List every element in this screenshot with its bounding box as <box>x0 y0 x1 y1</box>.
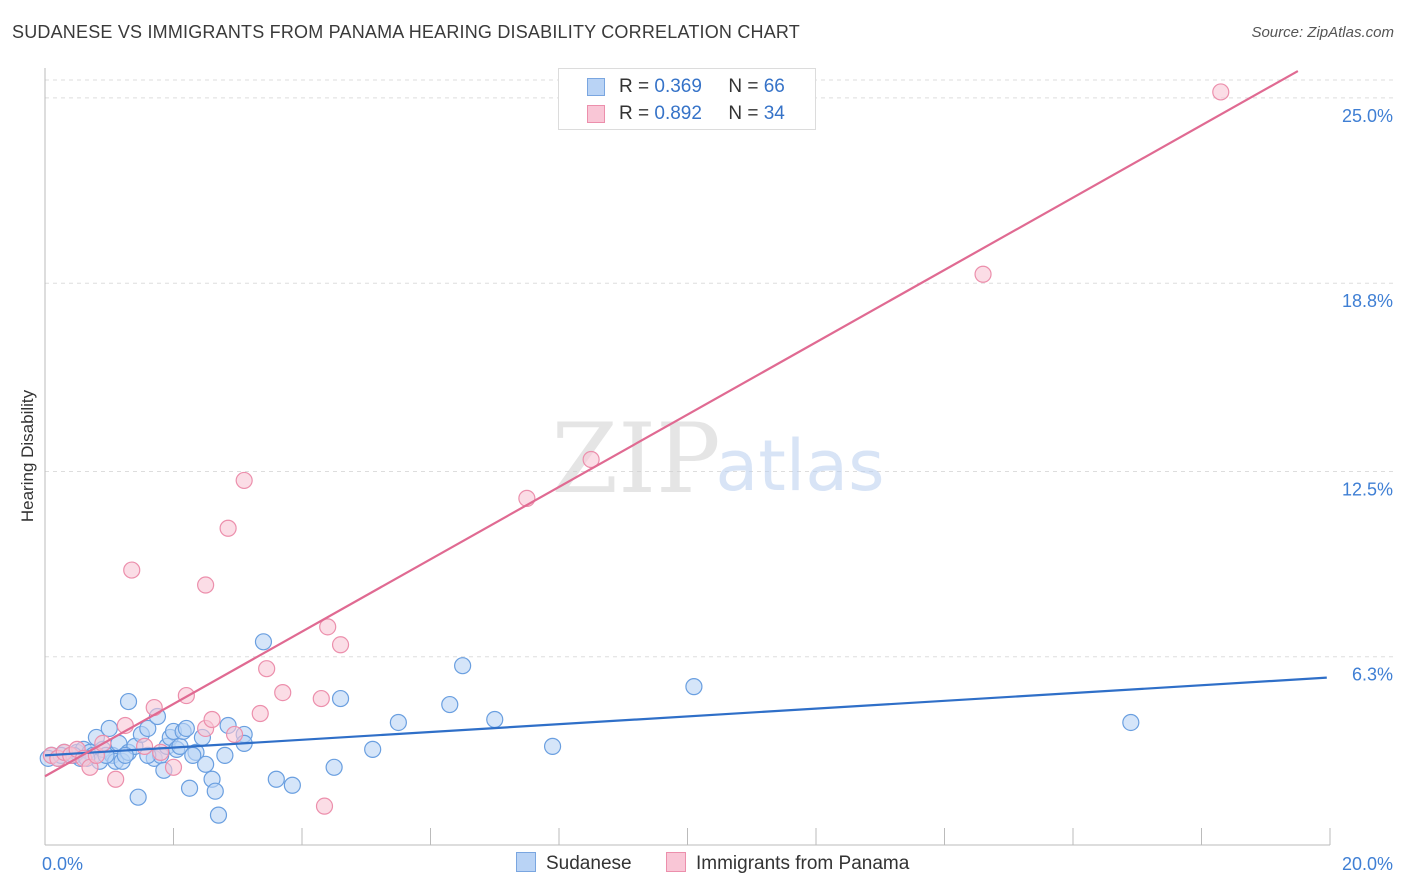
legend-n-label: N = <box>728 103 759 124</box>
bottom-legend-label-sudanese: Sudanese <box>546 853 632 874</box>
panama-point <box>107 770 125 788</box>
panama-point <box>164 758 183 776</box>
watermark-atlas: atlas <box>715 425 884 507</box>
panama-point <box>331 636 350 654</box>
tick-labels: 6.3% 12.5% 18.8% 25.0% 0.0% 20.0% <box>42 106 1393 874</box>
sudanese-point <box>209 806 228 824</box>
sudanese-point <box>184 746 202 764</box>
panama-point <box>219 519 237 537</box>
legend-r-value: 0.892 <box>654 103 702 124</box>
panama-point <box>123 561 141 579</box>
legend-n-value: 66 <box>763 76 785 97</box>
watermark: ZIP atlas <box>551 403 884 515</box>
sudanese-point <box>441 695 459 714</box>
panama-point <box>235 471 253 490</box>
panama-point <box>135 737 154 755</box>
sudanese-point <box>267 770 285 788</box>
panama-point <box>312 689 330 708</box>
sudanese-point <box>685 678 703 696</box>
panama-point <box>251 704 269 723</box>
chart-title: SUDANESE VS IMMIGRANTS FROM PANAMA HEARI… <box>12 22 800 42</box>
axes <box>44 68 1331 846</box>
x-tick-label-max: 20.0% <box>1342 854 1393 874</box>
panama-point <box>197 576 215 594</box>
sudanese-point <box>283 776 301 794</box>
sudanese-trend-line <box>44 676 1327 757</box>
trend-lines <box>44 70 1327 778</box>
bottom-legend-sudanese: Sudanese <box>516 852 632 875</box>
sudanese-point <box>454 657 472 675</box>
legend-n-value: 34 <box>763 103 785 124</box>
panama-point <box>152 743 170 761</box>
panama-point <box>225 725 244 744</box>
bottom-legend-panama: Immigrants from Panama <box>666 852 909 875</box>
panama-point <box>319 618 337 636</box>
grid-lines <box>45 79 1395 658</box>
legend-swatch-panama <box>587 105 605 123</box>
sudanese-point <box>331 689 350 708</box>
y-axis-label: Hearing Disability <box>18 389 37 523</box>
sudanese-point <box>100 719 118 738</box>
sudanese-point <box>486 710 504 729</box>
panama-point <box>258 660 276 678</box>
sudanese-point <box>254 633 273 651</box>
panama-point <box>315 797 334 815</box>
source-label: Source: ZipAtlas.com <box>1251 24 1394 41</box>
sudanese-point <box>543 737 562 755</box>
correlation-legend: R = 0.369 N = 66 R = 0.892 N = 34 <box>558 68 816 130</box>
legend-swatch-sudanese <box>587 78 605 96</box>
x-tick-label-min: 0.0% <box>42 854 83 874</box>
sudanese-point <box>197 755 215 773</box>
legend-r-label: R = <box>619 76 650 97</box>
panama-point <box>145 698 163 717</box>
sudanese-point <box>206 782 224 800</box>
bottom-legend-label-panama: Immigrants from Panama <box>696 853 910 874</box>
watermark-zip: ZIP <box>551 403 720 515</box>
sudanese-point <box>119 692 138 711</box>
bottom-legend-swatch-panama <box>666 852 686 872</box>
sudanese-point <box>139 719 157 738</box>
panama-point <box>974 265 992 283</box>
y-tick-label: 25.0% <box>1342 106 1393 126</box>
bottom-legend-swatch-sudanese <box>516 852 536 872</box>
sudanese-point <box>1122 713 1140 732</box>
sudanese-point <box>364 740 382 758</box>
panama-trend-line <box>44 70 1299 778</box>
y-tick-label: 12.5% <box>1342 479 1393 499</box>
series-panama-points <box>42 83 1230 815</box>
sudanese-point <box>129 788 147 806</box>
panama-point <box>582 450 600 469</box>
panama-point <box>274 683 292 702</box>
legend-r-label: R = <box>619 103 650 124</box>
sudanese-point <box>177 719 195 738</box>
panama-point <box>203 710 221 729</box>
y-tick-label: 18.8% <box>1342 291 1393 311</box>
panama-point <box>1212 83 1230 101</box>
sudanese-point <box>389 713 407 732</box>
legend-n-label: N = <box>728 76 759 97</box>
legend-r-value: 0.369 <box>654 76 702 97</box>
sudanese-point <box>180 779 199 797</box>
sudanese-point <box>216 746 234 764</box>
sudanese-point <box>325 758 343 776</box>
y-tick-label: 6.3% <box>1352 665 1393 685</box>
